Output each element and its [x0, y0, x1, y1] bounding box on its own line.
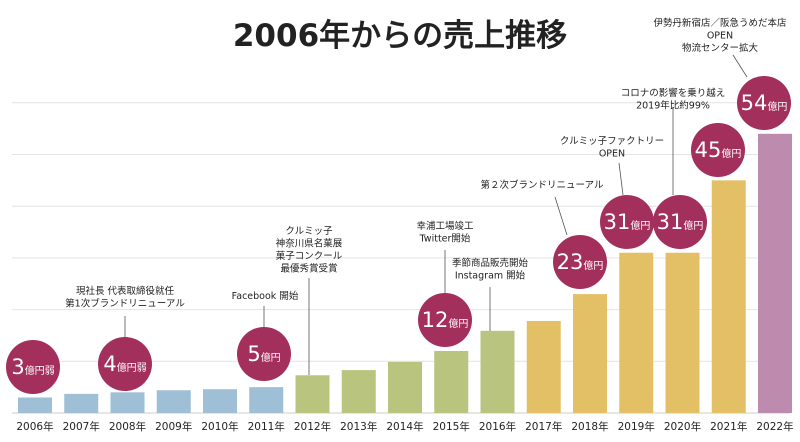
- value-badge-label: 23億円: [557, 250, 604, 274]
- bar-2021年: [711, 180, 746, 413]
- x-tick-label: 2015年: [433, 420, 470, 433]
- annotation-text: 幸浦工場竣工: [416, 220, 474, 232]
- annotation-text: 神奈川県名菓展: [276, 238, 343, 250]
- bar-2019年: [619, 252, 654, 413]
- value-badge-label: 3億円弱: [11, 355, 54, 379]
- annotation-text: 現社長 代表取締役就任: [76, 285, 175, 297]
- x-tick-label: 2016年: [479, 420, 516, 433]
- bar-2007年: [64, 393, 99, 413]
- value-badge-label: 5億円: [247, 342, 280, 366]
- bar-2015年: [434, 350, 469, 413]
- annotation-text: OPEN: [599, 149, 625, 160]
- bar-2020年: [665, 252, 700, 413]
- bar-2009年: [156, 390, 191, 413]
- bar-2006年: [18, 397, 52, 413]
- bar-2014年: [388, 361, 422, 413]
- value-badge: [600, 195, 654, 249]
- bar-2017年: [526, 320, 561, 413]
- value-badge-label: 31億円: [604, 210, 651, 234]
- x-tick-label: 2013年: [340, 420, 377, 433]
- value-badge: [653, 195, 707, 249]
- x-tick-label: 2018年: [571, 420, 608, 433]
- annotation-leader-line: [554, 196, 568, 236]
- x-tick-label: 2009年: [155, 420, 192, 433]
- bar-2013年: [341, 370, 376, 413]
- value-badge: [237, 327, 291, 381]
- annotation-text: 最優秀賞受賞: [280, 263, 337, 275]
- annotation-text: 2019年比約99%: [636, 100, 710, 112]
- x-tick-label: 2010年: [201, 420, 238, 433]
- bar-2010年: [203, 389, 237, 413]
- value-badge-label: 45億円: [695, 138, 742, 162]
- annotation-text: コロナの影響を乗り越え: [621, 87, 726, 99]
- annotation-leader-line: [732, 54, 748, 78]
- value-badge: [553, 235, 607, 289]
- bar-2008年: [110, 392, 145, 413]
- annotation-leader-line: [618, 162, 624, 196]
- x-tick-label: 2014年: [386, 420, 423, 433]
- x-tick-label: 2021年: [710, 420, 747, 433]
- value-badge-label: 54億円: [741, 91, 788, 115]
- value-badge-label: 12億円: [422, 308, 469, 332]
- annotation-text: Instagram 開始: [455, 270, 526, 282]
- value-badge-label: 31億円: [657, 210, 704, 234]
- value-badge: [418, 293, 472, 347]
- annotation-text: Facebook 開始: [232, 290, 299, 302]
- value-badge: [98, 337, 152, 391]
- annotation-text: 第２次ブランドリニューアル: [480, 179, 604, 191]
- annotation-text: Twitter開始: [419, 233, 471, 245]
- x-tick-label: 2017年: [525, 420, 562, 433]
- x-tick-label: 2020年: [664, 420, 701, 433]
- value-badge: [737, 76, 791, 130]
- bar-2011年: [249, 387, 284, 413]
- bar-2012年: [295, 375, 330, 413]
- annotation-text: クルミッ子ファクトリー: [560, 136, 664, 147]
- bar-2022年: [758, 133, 792, 413]
- annotation-text: 季節商品販売開始: [452, 257, 529, 269]
- x-tick-label: 2019年: [618, 420, 655, 433]
- x-tick-label: 2022年: [756, 420, 793, 433]
- annotation-text: 物流センター拡大: [682, 42, 759, 54]
- annotation-text: 伊勢丹新宿店／阪急うめだ本店: [653, 17, 786, 29]
- bar-2016年: [480, 330, 515, 413]
- x-tick-label: 2006年: [16, 420, 53, 433]
- chart-title: 2006年からの売上推移: [233, 18, 567, 54]
- annotation-text: OPEN: [707, 31, 733, 42]
- x-tick-label: 2011年: [248, 420, 285, 433]
- annotation-text: クルミッ子: [285, 226, 333, 237]
- bar-2018年: [573, 294, 607, 413]
- x-tick-label: 2007年: [63, 420, 100, 433]
- annotation-text: 菓子コンクール: [276, 250, 343, 262]
- annotation-text: 第1次ブランドリニューアル: [65, 298, 185, 310]
- value-badge: [6, 340, 60, 394]
- value-badge-label: 4億円弱: [103, 352, 146, 376]
- x-tick-label: 2012年: [294, 420, 331, 433]
- value-badge: [691, 123, 745, 177]
- x-tick-label: 2008年: [109, 420, 146, 433]
